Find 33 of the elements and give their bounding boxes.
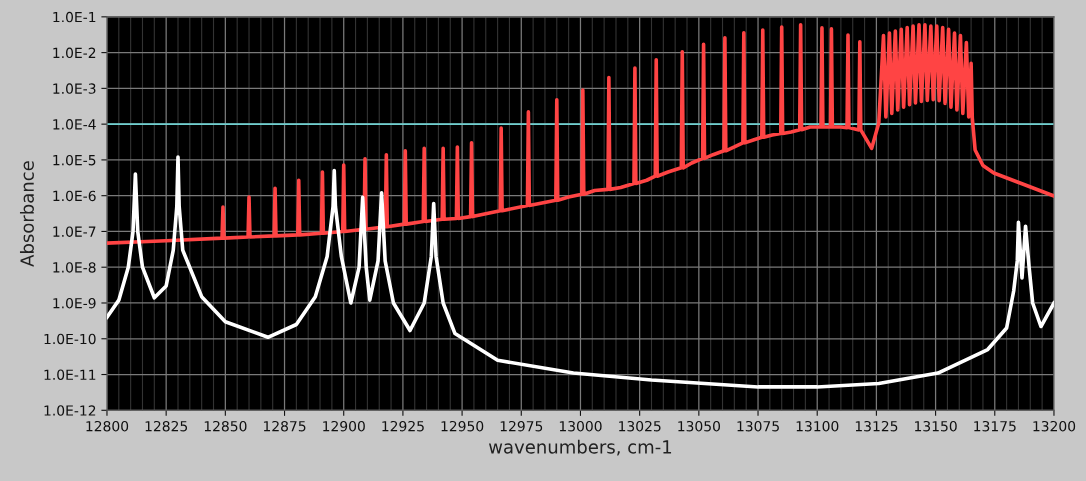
y-tick-label: 1.0E-11 [44, 369, 96, 380]
x-tick-label: 12950 [441, 420, 484, 432]
y-tick-label: 1.0E-3 [53, 83, 96, 94]
y-tick-label: 1.0E-1 [53, 11, 96, 23]
x-tick-label: 12925 [382, 420, 424, 432]
x-tick-label: 12900 [323, 420, 365, 432]
y-tick-label: 1.0E-10 [44, 333, 96, 345]
y-tick-label: 1.0E-7 [53, 226, 96, 237]
x-tick-label: 12975 [500, 420, 543, 432]
x-tick-label: 13150 [915, 420, 957, 432]
y-tick-label: 1.0E-4 [53, 119, 96, 130]
y-tick-label: 1.0E-8 [53, 262, 96, 273]
x-axis-title: wavenumbers, cm-1 [488, 439, 672, 456]
x-tick-label: 13200 [1033, 420, 1076, 432]
y-tick-label: 1.0E-2 [53, 47, 96, 59]
line-series [106, 155, 1054, 389]
x-tick-label: 12825 [145, 420, 188, 432]
y-tick-label: 1.0E-12 [44, 405, 96, 416]
y-tick-label: 1.0E-5 [53, 154, 96, 166]
y-tick-label: 1.0E-6 [53, 190, 96, 202]
y-tick-label: 1.0E-9 [53, 297, 96, 309]
x-tick-label: 13025 [619, 420, 661, 432]
x-tick-label: 13125 [855, 420, 898, 432]
x-tick-label: 13100 [796, 420, 839, 432]
x-tick-label: 13075 [737, 420, 779, 432]
x-tick-label: 13050 [678, 420, 721, 432]
x-tick-label: 12875 [263, 420, 306, 432]
x-tick-label: 12800 [86, 420, 129, 432]
x-tick-label: 13000 [559, 420, 602, 432]
x-tick-label: 12850 [204, 420, 247, 432]
line-series [106, 22, 1054, 245]
y-axis-title: Absorbance [19, 161, 34, 267]
x-tick-label: 13175 [974, 420, 1016, 432]
